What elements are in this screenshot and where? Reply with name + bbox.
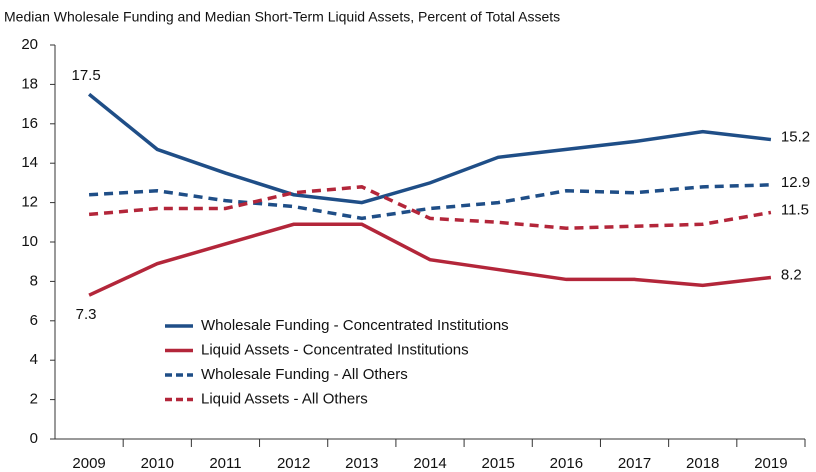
x-tick-label: 2010 xyxy=(141,455,174,472)
chart-title: Median Wholesale Funding and Median Shor… xyxy=(4,9,560,25)
data-label: 8.2 xyxy=(781,266,802,283)
x-tick-label: 2014 xyxy=(413,455,446,472)
data-label: 7.3 xyxy=(76,306,97,323)
y-tick-label: 8 xyxy=(30,272,38,289)
x-tick-label: 2012 xyxy=(277,455,310,472)
y-tick-label: 16 xyxy=(21,115,38,132)
y-tick-label: 20 xyxy=(21,36,38,53)
legend-label: Liquid Assets - All Others xyxy=(201,390,368,407)
y-tick-label: 0 xyxy=(30,430,38,447)
legend-label: Wholesale Funding - All Others xyxy=(201,366,408,383)
series-line xyxy=(88,183,771,221)
x-tick-label: 2011 xyxy=(209,455,241,472)
x-tick-label: 2013 xyxy=(345,455,378,472)
y-tick-label: 2 xyxy=(30,391,38,408)
data-label: 17.5 xyxy=(71,67,100,84)
data-label: 15.2 xyxy=(781,129,810,146)
x-tick-label: 2018 xyxy=(686,455,719,472)
x-tick-label: 2016 xyxy=(550,455,583,472)
y-tick-label: 14 xyxy=(21,154,38,171)
y-tick-label: 18 xyxy=(21,75,38,92)
series-line xyxy=(88,222,772,297)
y-tick-label: 6 xyxy=(30,312,38,329)
y-tick-label: 4 xyxy=(30,351,38,368)
y-tick-label: 10 xyxy=(21,233,38,250)
series-line xyxy=(87,92,772,205)
x-tick-label: 2017 xyxy=(618,455,651,472)
legend-label: Wholesale Funding - Concentrated Institu… xyxy=(201,317,509,334)
legend-label: Liquid Assets - Concentrated Institution… xyxy=(201,341,469,358)
x-tick-label: 2015 xyxy=(481,455,514,472)
x-tick-label: 2019 xyxy=(754,455,787,472)
y-tick-label: 12 xyxy=(21,194,38,211)
data-label: 11.5 xyxy=(781,201,809,218)
series-line xyxy=(88,185,772,230)
x-tick-label: 2009 xyxy=(72,455,105,472)
data-label: 12.9 xyxy=(781,174,810,191)
